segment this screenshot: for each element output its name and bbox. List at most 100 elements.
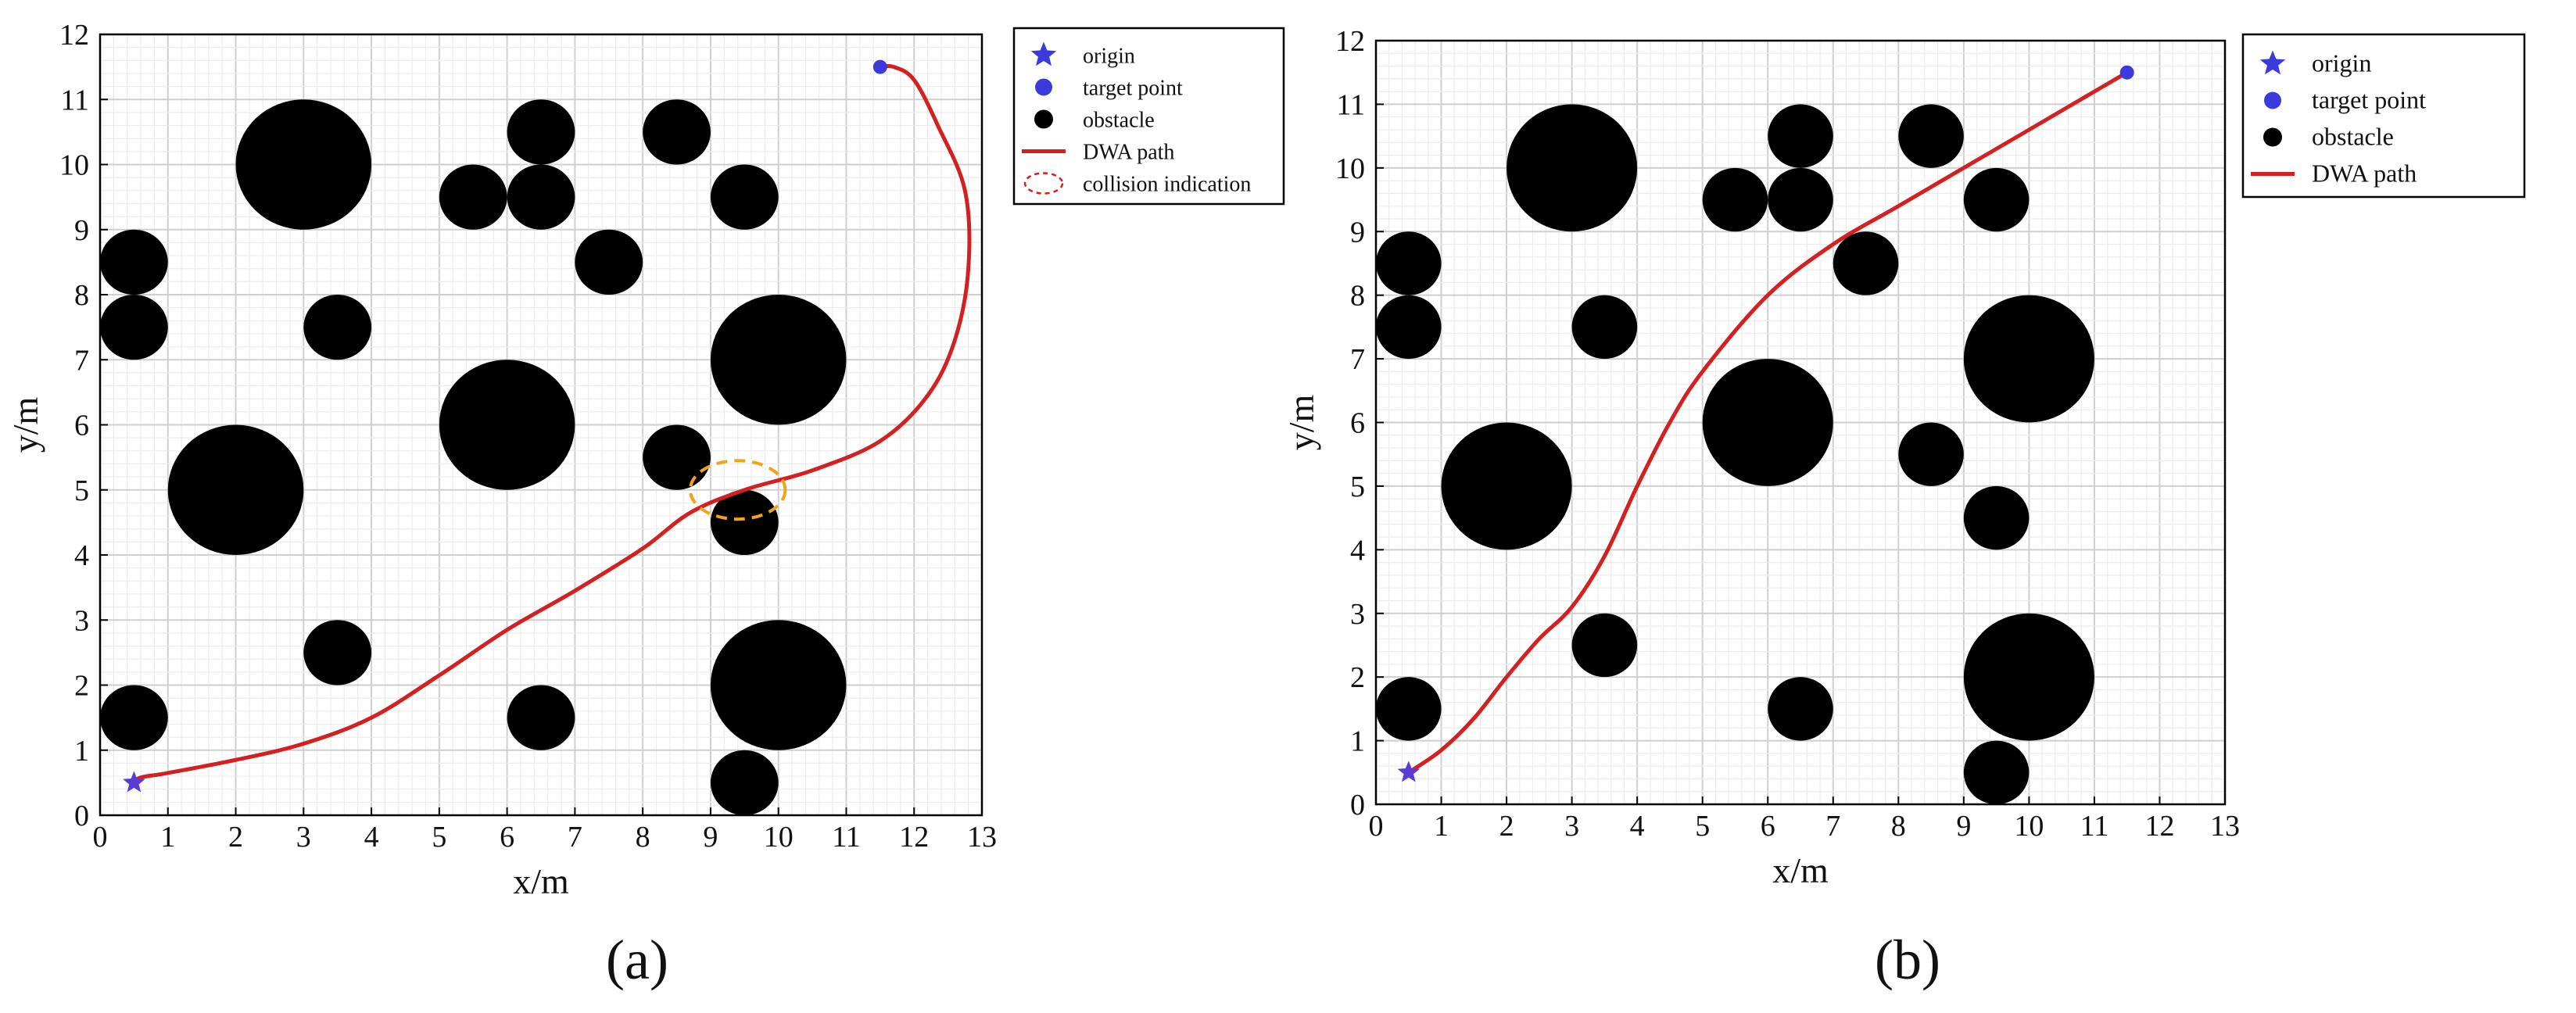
x-tick-label: 2	[1499, 810, 1514, 843]
obstacles	[100, 99, 847, 815]
y-tick-label: 2	[1350, 661, 1365, 694]
y-tick-label: 5	[1350, 471, 1365, 503]
target-point	[2119, 65, 2134, 80]
obstacle	[1376, 295, 1442, 360]
obstacle	[1768, 104, 1833, 168]
origin-star	[123, 771, 145, 793]
x-tick-label: 9	[1956, 810, 1971, 843]
obstacles	[1376, 104, 2094, 804]
x-tick-label: 8	[636, 821, 650, 854]
y-tick-label: 11	[60, 84, 89, 116]
y-tick-label: 11	[1336, 88, 1365, 121]
legend-target-symbol	[1035, 78, 1052, 96]
obstacle	[1376, 231, 1442, 295]
y-tick-label: 3	[74, 604, 89, 637]
x-tick-label: 13	[967, 821, 997, 854]
obstacle	[1768, 677, 1833, 741]
y-tick-label: 12	[59, 19, 89, 52]
obstacle	[710, 750, 779, 815]
obstacle	[1963, 613, 2094, 741]
obstacle	[710, 164, 779, 230]
obstacle	[100, 685, 168, 750]
y-tick-label: 10	[59, 149, 89, 182]
obstacle	[575, 229, 643, 295]
obstacle	[1571, 295, 1638, 360]
legend-label: obstacle	[2312, 123, 2394, 151]
x-tick-label: 11	[832, 821, 861, 854]
y-tick-label: 7	[1350, 343, 1365, 376]
x-tick-label: 11	[2080, 810, 2109, 843]
legend-box	[1012, 27, 1285, 206]
obstacle	[1702, 167, 1768, 232]
legend-label: target point	[1083, 77, 1183, 101]
obstacle	[1898, 422, 1964, 486]
x-axis-label: x/m	[513, 861, 569, 901]
x-tick-label: 5	[432, 821, 446, 854]
x-tick-label: 10	[2014, 810, 2044, 843]
obstacle	[1768, 167, 1833, 232]
obstacle	[1963, 740, 2030, 804]
x-axis-label: x/m	[1772, 850, 1829, 890]
legend-label: target point	[2312, 86, 2426, 114]
x-tick-label: 8	[1891, 810, 1906, 843]
y-tick-label: 9	[1350, 216, 1365, 249]
x-tick-label: 6	[500, 821, 514, 854]
y-tick-label: 8	[1350, 280, 1365, 313]
origin-star	[1397, 761, 1420, 782]
x-tick-label: 7	[568, 821, 582, 854]
target-point	[872, 59, 887, 74]
obstacle	[1507, 104, 1638, 232]
obstacle	[1441, 422, 1572, 550]
obstacle	[1898, 104, 1964, 168]
y-tick-label: 0	[74, 800, 89, 832]
y-tick-label: 7	[74, 344, 89, 377]
x-tick-label: 4	[364, 821, 379, 854]
y-axis-label: y/m	[1281, 395, 1321, 451]
y-tick-label: 4	[74, 539, 89, 572]
y-tick-label: 6	[1350, 407, 1365, 440]
x-tick-label: 3	[296, 821, 311, 854]
obstacle	[507, 99, 575, 165]
obstacle	[710, 620, 847, 750]
obstacle	[167, 424, 304, 555]
obstacle	[439, 164, 507, 230]
x-tick-label: 1	[160, 821, 175, 854]
x-tick-label: 4	[1630, 810, 1645, 843]
y-tick-label: 12	[1335, 25, 1365, 58]
obstacle	[303, 295, 372, 360]
obstacle	[1571, 613, 1638, 678]
legend-collision-symbol	[1023, 172, 1064, 195]
y-tick-label: 3	[1350, 598, 1365, 631]
obstacle	[1963, 295, 2094, 423]
obstacle	[1702, 359, 1833, 486]
obstacle	[643, 99, 711, 165]
y-tick-label: 0	[1350, 789, 1365, 821]
obstacle	[1963, 485, 2030, 550]
obstacle	[507, 164, 575, 230]
x-tick-label: 0	[93, 821, 108, 854]
x-tick-label: 2	[228, 821, 243, 854]
x-tick-label: 9	[703, 821, 718, 854]
legend-obstacle-symbol	[2263, 127, 2282, 147]
figure-label-a: (a)	[606, 929, 668, 991]
dwa-path-line	[1406, 70, 2130, 775]
x-tick-label: 13	[2210, 810, 2240, 843]
legend-origin-symbol	[2259, 50, 2286, 75]
panel-a: 0 1 2 3 4 5 6 7 8 9 10 11 12 130123456789101112x/my/m…	[5, 19, 1285, 901]
legend: origin target point obstacle DWA path collis…	[1012, 27, 1285, 206]
x-tick-label: 3	[1564, 810, 1579, 843]
legend-label: origin	[1083, 45, 1135, 69]
y-tick-label: 9	[74, 214, 89, 247]
legend-box	[2241, 33, 2526, 199]
legend-label: DWA path	[2312, 159, 2417, 188]
y-tick-label: 8	[74, 279, 89, 312]
obstacle	[1833, 231, 1899, 295]
x-tick-label: 5	[1695, 810, 1710, 843]
y-tick-label: 1	[74, 735, 89, 768]
obstacle	[100, 229, 168, 295]
legend-label: origin	[2312, 49, 2371, 77]
